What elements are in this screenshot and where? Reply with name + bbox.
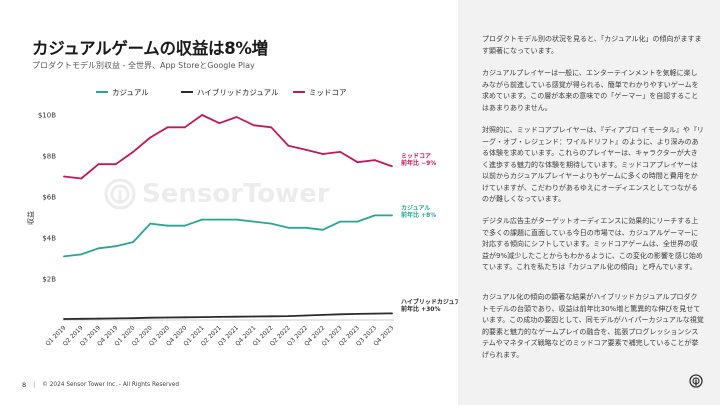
data-point xyxy=(373,214,376,217)
data-point xyxy=(218,218,221,221)
data-point xyxy=(287,226,290,229)
commentary-paragraph-1: プロダクトモデル別の状況を見ると、「カジュアル化」の傾向がますます顕著になってい… xyxy=(482,35,702,55)
page-subtitle: プロダクトモデル別収益 - 全世界、App StoreとGoogle Play xyxy=(32,61,255,70)
data-point xyxy=(252,124,255,127)
data-point xyxy=(270,126,273,129)
data-point xyxy=(149,222,152,225)
footer: 8 | © 2024 Sensor Tower Inc. - All Right… xyxy=(22,381,179,389)
y-tick-label: $4B xyxy=(42,235,56,243)
data-point xyxy=(356,161,359,164)
data-point xyxy=(132,151,134,153)
data-point xyxy=(322,153,324,155)
page-number: 8 xyxy=(22,381,27,389)
data-point xyxy=(201,114,204,116)
data-point xyxy=(218,316,221,318)
data-point xyxy=(252,315,255,318)
data-point xyxy=(339,313,342,316)
series-line xyxy=(63,214,392,258)
data-point xyxy=(97,317,100,320)
data-point xyxy=(356,220,359,223)
data-point xyxy=(287,315,290,318)
data-point xyxy=(201,316,204,319)
chart-panel: カジュアルゲームの収益は8%増 プロダクトモデル別収益 - 全世界、App St… xyxy=(22,39,458,389)
data-point xyxy=(201,218,204,221)
series-annotation-change: 前年比 −9% xyxy=(401,159,436,167)
copyright-text: © 2024 Sensor Tower Inc. - All Rights Re… xyxy=(42,382,180,388)
y-tick-label: $2B xyxy=(42,276,56,284)
commentary-paragraph-5: カジュアル化の傾向の顕著な結果がハイブリッドカジュアルプロダクトモデルの台頭であ… xyxy=(482,293,704,359)
data-point xyxy=(132,241,134,244)
sensor-tower-icon xyxy=(104,178,136,210)
data-point xyxy=(235,218,238,221)
data-point xyxy=(391,165,393,168)
data-point xyxy=(287,144,290,147)
data-point xyxy=(270,222,273,225)
footer-separator: | xyxy=(33,382,36,388)
data-point xyxy=(373,159,376,162)
series-annotation-change: 前年比 +30% xyxy=(401,305,440,313)
series-annotation-name: ミッドコア xyxy=(401,153,431,160)
data-point xyxy=(114,163,117,166)
y-tick-label: $6B xyxy=(42,194,56,202)
series-annotation-name: カジュアル xyxy=(401,205,430,212)
legend-label: ミッドコア xyxy=(309,88,347,97)
series-annotation-change: 前年比 +8% xyxy=(401,211,436,219)
commentary-paragraph-4: デジタル広告主がターゲットオーディエンスに効果的にリーチする上で多くの課題に直面… xyxy=(482,217,703,271)
data-point xyxy=(63,318,65,320)
commentary-panel: プロダクトモデル別の状況を見ると、「カジュアル化」の傾向がますます顕著になってい… xyxy=(458,0,720,405)
data-point xyxy=(97,163,100,166)
data-point xyxy=(339,220,342,223)
data-point xyxy=(149,136,152,139)
y-tick-label: $8B xyxy=(42,153,56,161)
page-title: カジュアルゲームの収益は8%増 xyxy=(32,39,268,58)
data-point xyxy=(304,314,307,317)
data-point xyxy=(218,122,221,125)
data-point xyxy=(183,316,186,319)
data-point xyxy=(183,126,186,129)
data-point xyxy=(304,226,307,229)
sensor-tower-watermark: SensorTower xyxy=(104,178,330,210)
data-point xyxy=(149,316,152,319)
watermark-text: SensorTower xyxy=(142,179,330,209)
data-point xyxy=(80,177,83,180)
series-annotation-name: ハイブリッドカジュアル xyxy=(401,298,458,306)
data-point xyxy=(339,151,342,153)
data-point xyxy=(235,116,238,118)
data-point xyxy=(114,245,117,248)
data-point xyxy=(63,175,65,178)
legend-label: ハイブリッドカジュアル xyxy=(197,87,279,97)
data-point xyxy=(270,315,273,318)
data-point xyxy=(80,317,83,320)
data-point xyxy=(114,317,117,320)
data-point xyxy=(391,214,393,217)
series-line xyxy=(63,114,393,180)
sensor-tower-logo-icon xyxy=(689,374,703,388)
data-point xyxy=(97,247,100,250)
y-axis-label: 収益 xyxy=(26,211,35,225)
data-point xyxy=(252,220,255,223)
legend-label: カジュアル xyxy=(112,88,149,97)
data-point xyxy=(166,316,169,319)
y-tick-label: $10B xyxy=(38,112,56,120)
data-point xyxy=(356,312,359,315)
data-point xyxy=(322,228,324,231)
series-line xyxy=(63,312,393,320)
data-point xyxy=(322,313,324,316)
data-point xyxy=(132,317,134,320)
commentary-paragraph-3: 対照的に、ミッドコアプレイヤーは、『ディアブロ イモータル』や『リーグ・オブ・レ… xyxy=(482,126,704,203)
commentary-paragraph-2: カジュアルプレイヤーは一般に、エンターテインメントを気軽に楽しみながら前進してい… xyxy=(482,69,699,112)
data-point xyxy=(391,312,393,315)
data-point xyxy=(235,315,238,318)
data-point xyxy=(304,148,307,151)
data-point xyxy=(166,224,169,227)
data-point xyxy=(63,255,65,258)
data-point xyxy=(80,253,83,256)
data-point xyxy=(373,312,376,315)
data-point xyxy=(183,224,186,227)
data-point xyxy=(166,126,169,129)
